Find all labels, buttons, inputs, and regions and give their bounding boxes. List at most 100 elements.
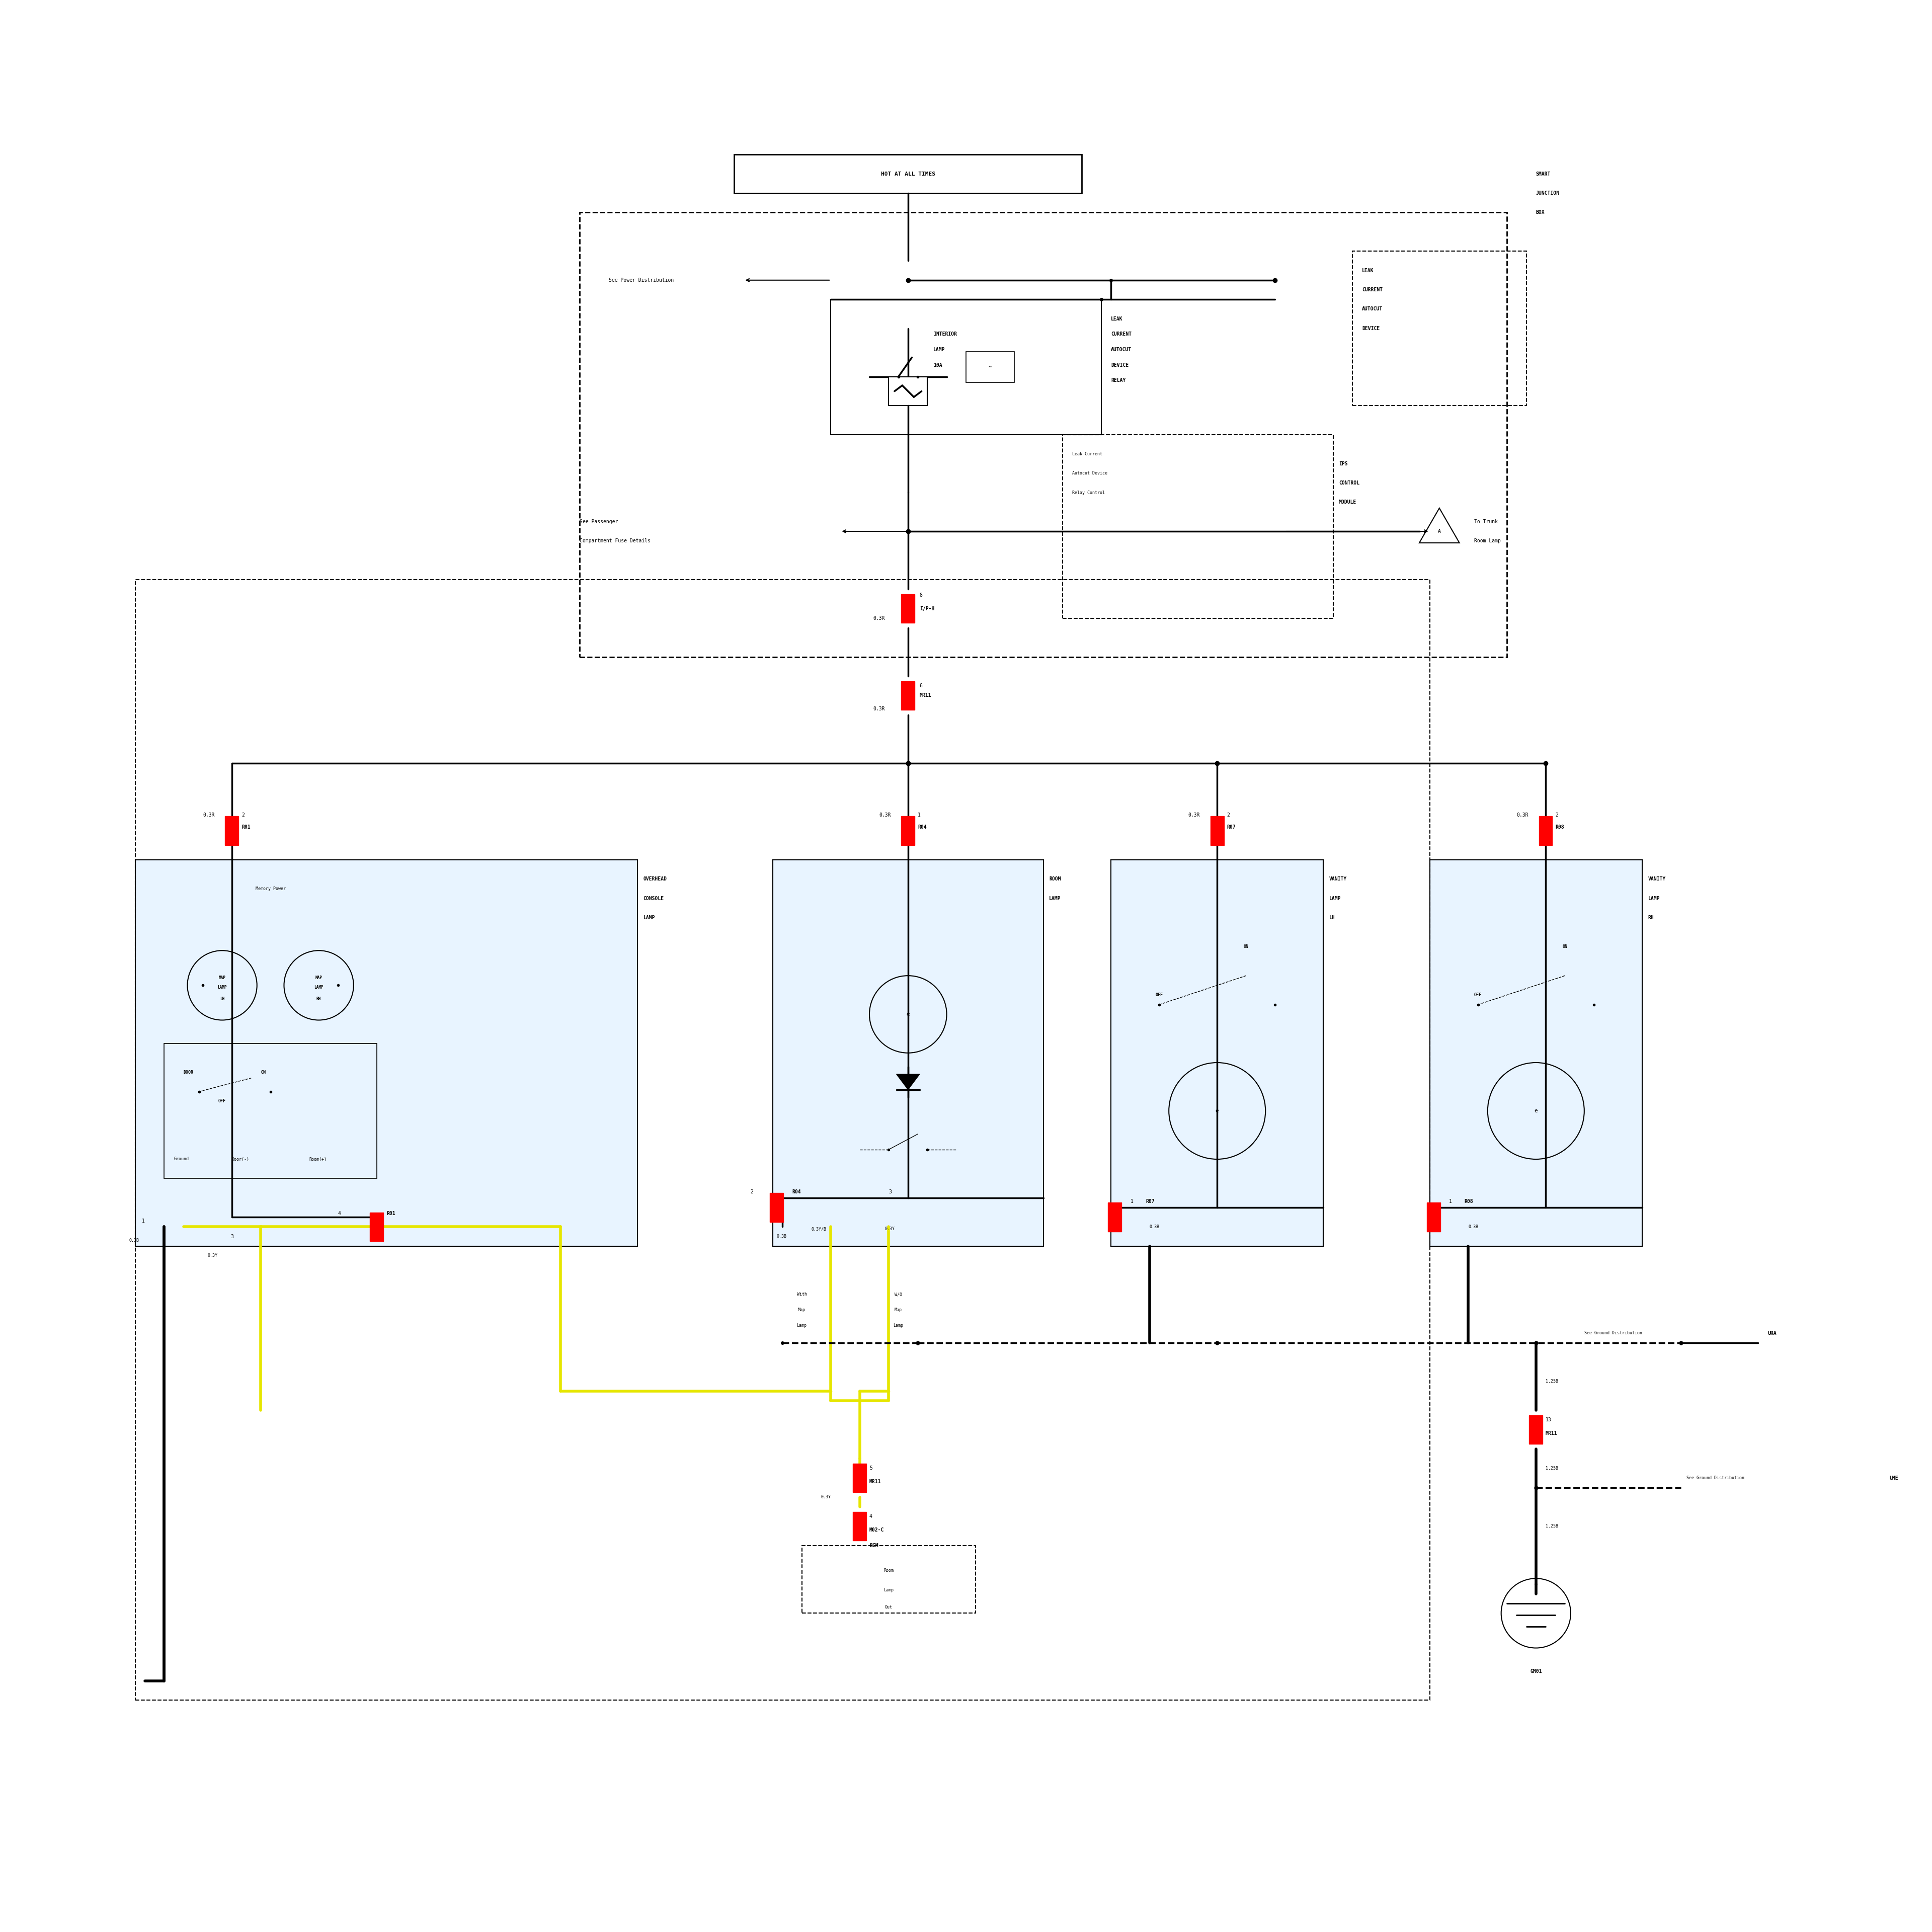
Text: 4: 4 bbox=[869, 1515, 873, 1519]
Text: 0.3R: 0.3R bbox=[203, 813, 214, 817]
Text: BOX: BOX bbox=[1536, 211, 1546, 214]
Text: With: With bbox=[796, 1293, 808, 1296]
Text: To Trunk: To Trunk bbox=[1474, 520, 1497, 524]
Bar bbox=[1352, 251, 1526, 406]
Text: RH: RH bbox=[317, 997, 321, 1001]
Text: AUTOCUT: AUTOCUT bbox=[1362, 307, 1383, 311]
Text: 0.3B: 0.3B bbox=[129, 1238, 139, 1242]
Text: LAMP: LAMP bbox=[933, 348, 945, 352]
Bar bbox=[852, 1464, 866, 1492]
Text: Lamp: Lamp bbox=[893, 1323, 904, 1327]
Text: AUTOCUT: AUTOCUT bbox=[1111, 348, 1132, 352]
Text: A: A bbox=[1437, 529, 1441, 533]
Text: Relay Control: Relay Control bbox=[1072, 491, 1105, 495]
Text: MAP: MAP bbox=[315, 976, 323, 980]
Bar bbox=[966, 352, 1014, 383]
Text: LAMP: LAMP bbox=[1049, 896, 1061, 900]
Text: 6: 6 bbox=[920, 684, 923, 688]
Text: CONSOLE: CONSOLE bbox=[643, 896, 665, 900]
Text: 1.25B: 1.25B bbox=[1546, 1466, 1559, 1470]
Bar bbox=[900, 682, 916, 711]
Text: 0.3Y: 0.3Y bbox=[885, 1227, 895, 1231]
Text: 0.3Y/B: 0.3Y/B bbox=[811, 1227, 827, 1231]
Text: R01: R01 bbox=[386, 1211, 396, 1215]
Text: GM01: GM01 bbox=[1530, 1669, 1542, 1673]
Text: LEAK: LEAK bbox=[1362, 269, 1374, 272]
Text: HOT AT ALL TIMES: HOT AT ALL TIMES bbox=[881, 172, 935, 176]
Text: Room Lamp: Room Lamp bbox=[1474, 539, 1501, 543]
Text: Out: Out bbox=[885, 1605, 893, 1609]
Text: URA: URA bbox=[1768, 1331, 1777, 1335]
Text: Door(-): Door(-) bbox=[232, 1157, 249, 1161]
Text: Lamp: Lamp bbox=[883, 1588, 895, 1592]
Text: ROOM: ROOM bbox=[1049, 877, 1061, 881]
Text: Ground: Ground bbox=[174, 1157, 189, 1161]
Bar bbox=[769, 1192, 784, 1223]
Bar bbox=[1530, 1414, 1544, 1445]
Text: See Ground Distribution: See Ground Distribution bbox=[1687, 1476, 1745, 1480]
Text: 2: 2 bbox=[1227, 813, 1231, 817]
Text: CONTROL: CONTROL bbox=[1339, 481, 1360, 485]
Text: 4: 4 bbox=[338, 1211, 342, 1215]
Text: Map: Map bbox=[798, 1308, 806, 1312]
Text: R01: R01 bbox=[242, 825, 251, 829]
Text: MAP: MAP bbox=[218, 976, 226, 980]
Text: LEAK: LEAK bbox=[1111, 317, 1122, 321]
Text: 0.3R: 0.3R bbox=[1517, 813, 1528, 817]
Text: M02-C: M02-C bbox=[869, 1528, 885, 1532]
Text: 0.3Y: 0.3Y bbox=[207, 1254, 218, 1258]
Text: JUNCTION: JUNCTION bbox=[1536, 191, 1559, 195]
Text: DOOR: DOOR bbox=[184, 1070, 193, 1074]
Text: 1.25B: 1.25B bbox=[1546, 1379, 1559, 1383]
Text: LH: LH bbox=[1329, 916, 1335, 920]
Text: INTERIOR: INTERIOR bbox=[933, 332, 956, 336]
Text: OFF: OFF bbox=[1474, 993, 1482, 997]
Text: MR11: MR11 bbox=[1546, 1432, 1557, 1435]
Text: OVERHEAD: OVERHEAD bbox=[643, 877, 667, 881]
Text: Lamp: Lamp bbox=[796, 1323, 808, 1327]
Bar bbox=[900, 815, 916, 846]
Text: CURRENT: CURRENT bbox=[1362, 288, 1383, 292]
Text: R07: R07 bbox=[1227, 825, 1236, 829]
Text: W/O: W/O bbox=[895, 1293, 902, 1296]
Text: DEVICE: DEVICE bbox=[1111, 363, 1128, 367]
Text: VANITY: VANITY bbox=[1329, 877, 1347, 881]
Text: R08: R08 bbox=[1464, 1200, 1474, 1204]
Bar bbox=[369, 1213, 383, 1242]
Text: 0.3Y: 0.3Y bbox=[821, 1495, 831, 1499]
Text: LAMP: LAMP bbox=[218, 985, 226, 989]
Text: R08: R08 bbox=[1555, 825, 1565, 829]
Bar bbox=[164, 1043, 377, 1179]
Text: ON: ON bbox=[1244, 945, 1248, 949]
Polygon shape bbox=[896, 1074, 920, 1090]
Bar bbox=[135, 580, 1430, 1700]
Text: 13: 13 bbox=[1546, 1418, 1551, 1422]
Bar bbox=[802, 1546, 976, 1613]
Text: OFF: OFF bbox=[218, 1099, 226, 1103]
Bar bbox=[1430, 860, 1642, 1246]
Text: MODULE: MODULE bbox=[1339, 500, 1356, 504]
Text: Room(+): Room(+) bbox=[309, 1157, 327, 1161]
Bar bbox=[831, 299, 1101, 435]
Text: R07: R07 bbox=[1146, 1200, 1155, 1204]
Text: See Power Distribution: See Power Distribution bbox=[609, 278, 674, 282]
Text: See Passenger: See Passenger bbox=[580, 520, 618, 524]
Bar bbox=[1107, 1202, 1121, 1233]
Text: IPS: IPS bbox=[1339, 462, 1349, 466]
Bar bbox=[1209, 815, 1225, 846]
Text: 8: 8 bbox=[920, 593, 923, 597]
Text: I/P-H: I/P-H bbox=[920, 607, 935, 611]
Text: e: e bbox=[1215, 1109, 1219, 1113]
Text: BCM: BCM bbox=[869, 1544, 879, 1548]
Text: Autocut Device: Autocut Device bbox=[1072, 471, 1107, 475]
Text: R04: R04 bbox=[918, 825, 927, 829]
Text: RELAY: RELAY bbox=[1111, 379, 1126, 383]
Bar bbox=[1426, 1202, 1441, 1233]
Text: 2: 2 bbox=[1555, 813, 1559, 817]
Text: MR11: MR11 bbox=[869, 1480, 881, 1484]
Text: OFF: OFF bbox=[1155, 993, 1163, 997]
Text: e: e bbox=[1534, 1109, 1538, 1113]
Text: 2: 2 bbox=[750, 1190, 753, 1194]
Text: LH: LH bbox=[220, 997, 224, 1001]
Bar bbox=[734, 155, 1082, 193]
